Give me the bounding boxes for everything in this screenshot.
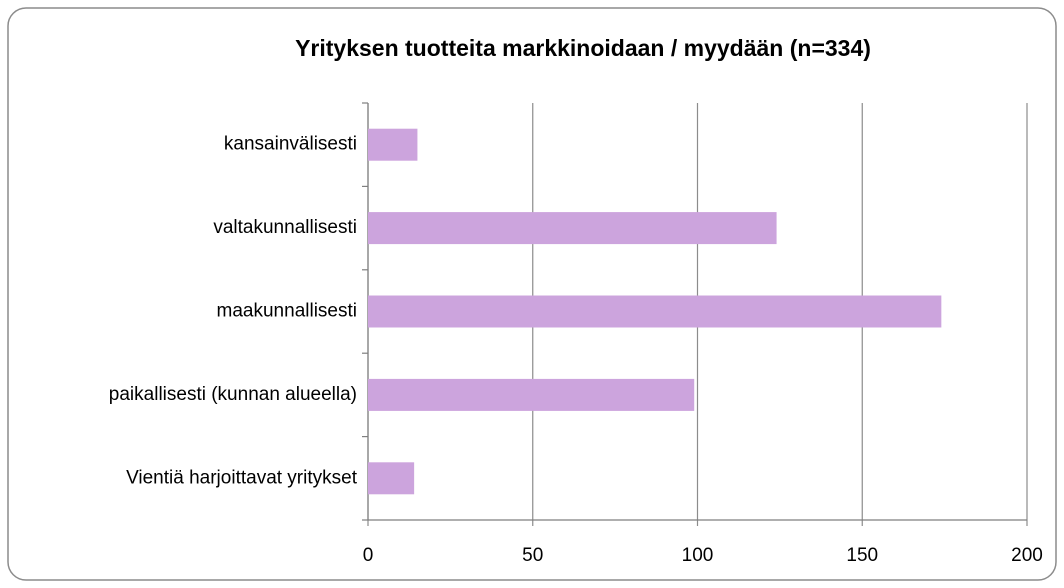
- bar: [368, 378, 695, 411]
- bar: [368, 462, 415, 495]
- y-tick-label: maakunnallisesti: [217, 301, 357, 322]
- chart-frame: [7, 7, 1057, 581]
- x-tick-label: 100: [682, 545, 714, 566]
- bar: [368, 128, 418, 161]
- x-tick-label: 0: [363, 545, 374, 566]
- bar: [368, 295, 942, 328]
- x-tick-label: 200: [1011, 545, 1043, 566]
- x-tick-label: 50: [522, 545, 543, 566]
- y-tick-label: paikallisesti (kunnan alueella): [109, 384, 357, 405]
- bar: [368, 212, 777, 245]
- chart-title: Yrityksen tuotteita markkinoidaan / myyd…: [295, 35, 871, 61]
- y-tick-label: kansainvälisesti: [224, 134, 357, 155]
- x-tick-label: 150: [846, 545, 878, 566]
- y-tick-label: valtakunnallisesti: [213, 217, 357, 238]
- y-tick-label: Vientiä harjoittavat yritykset: [126, 467, 358, 488]
